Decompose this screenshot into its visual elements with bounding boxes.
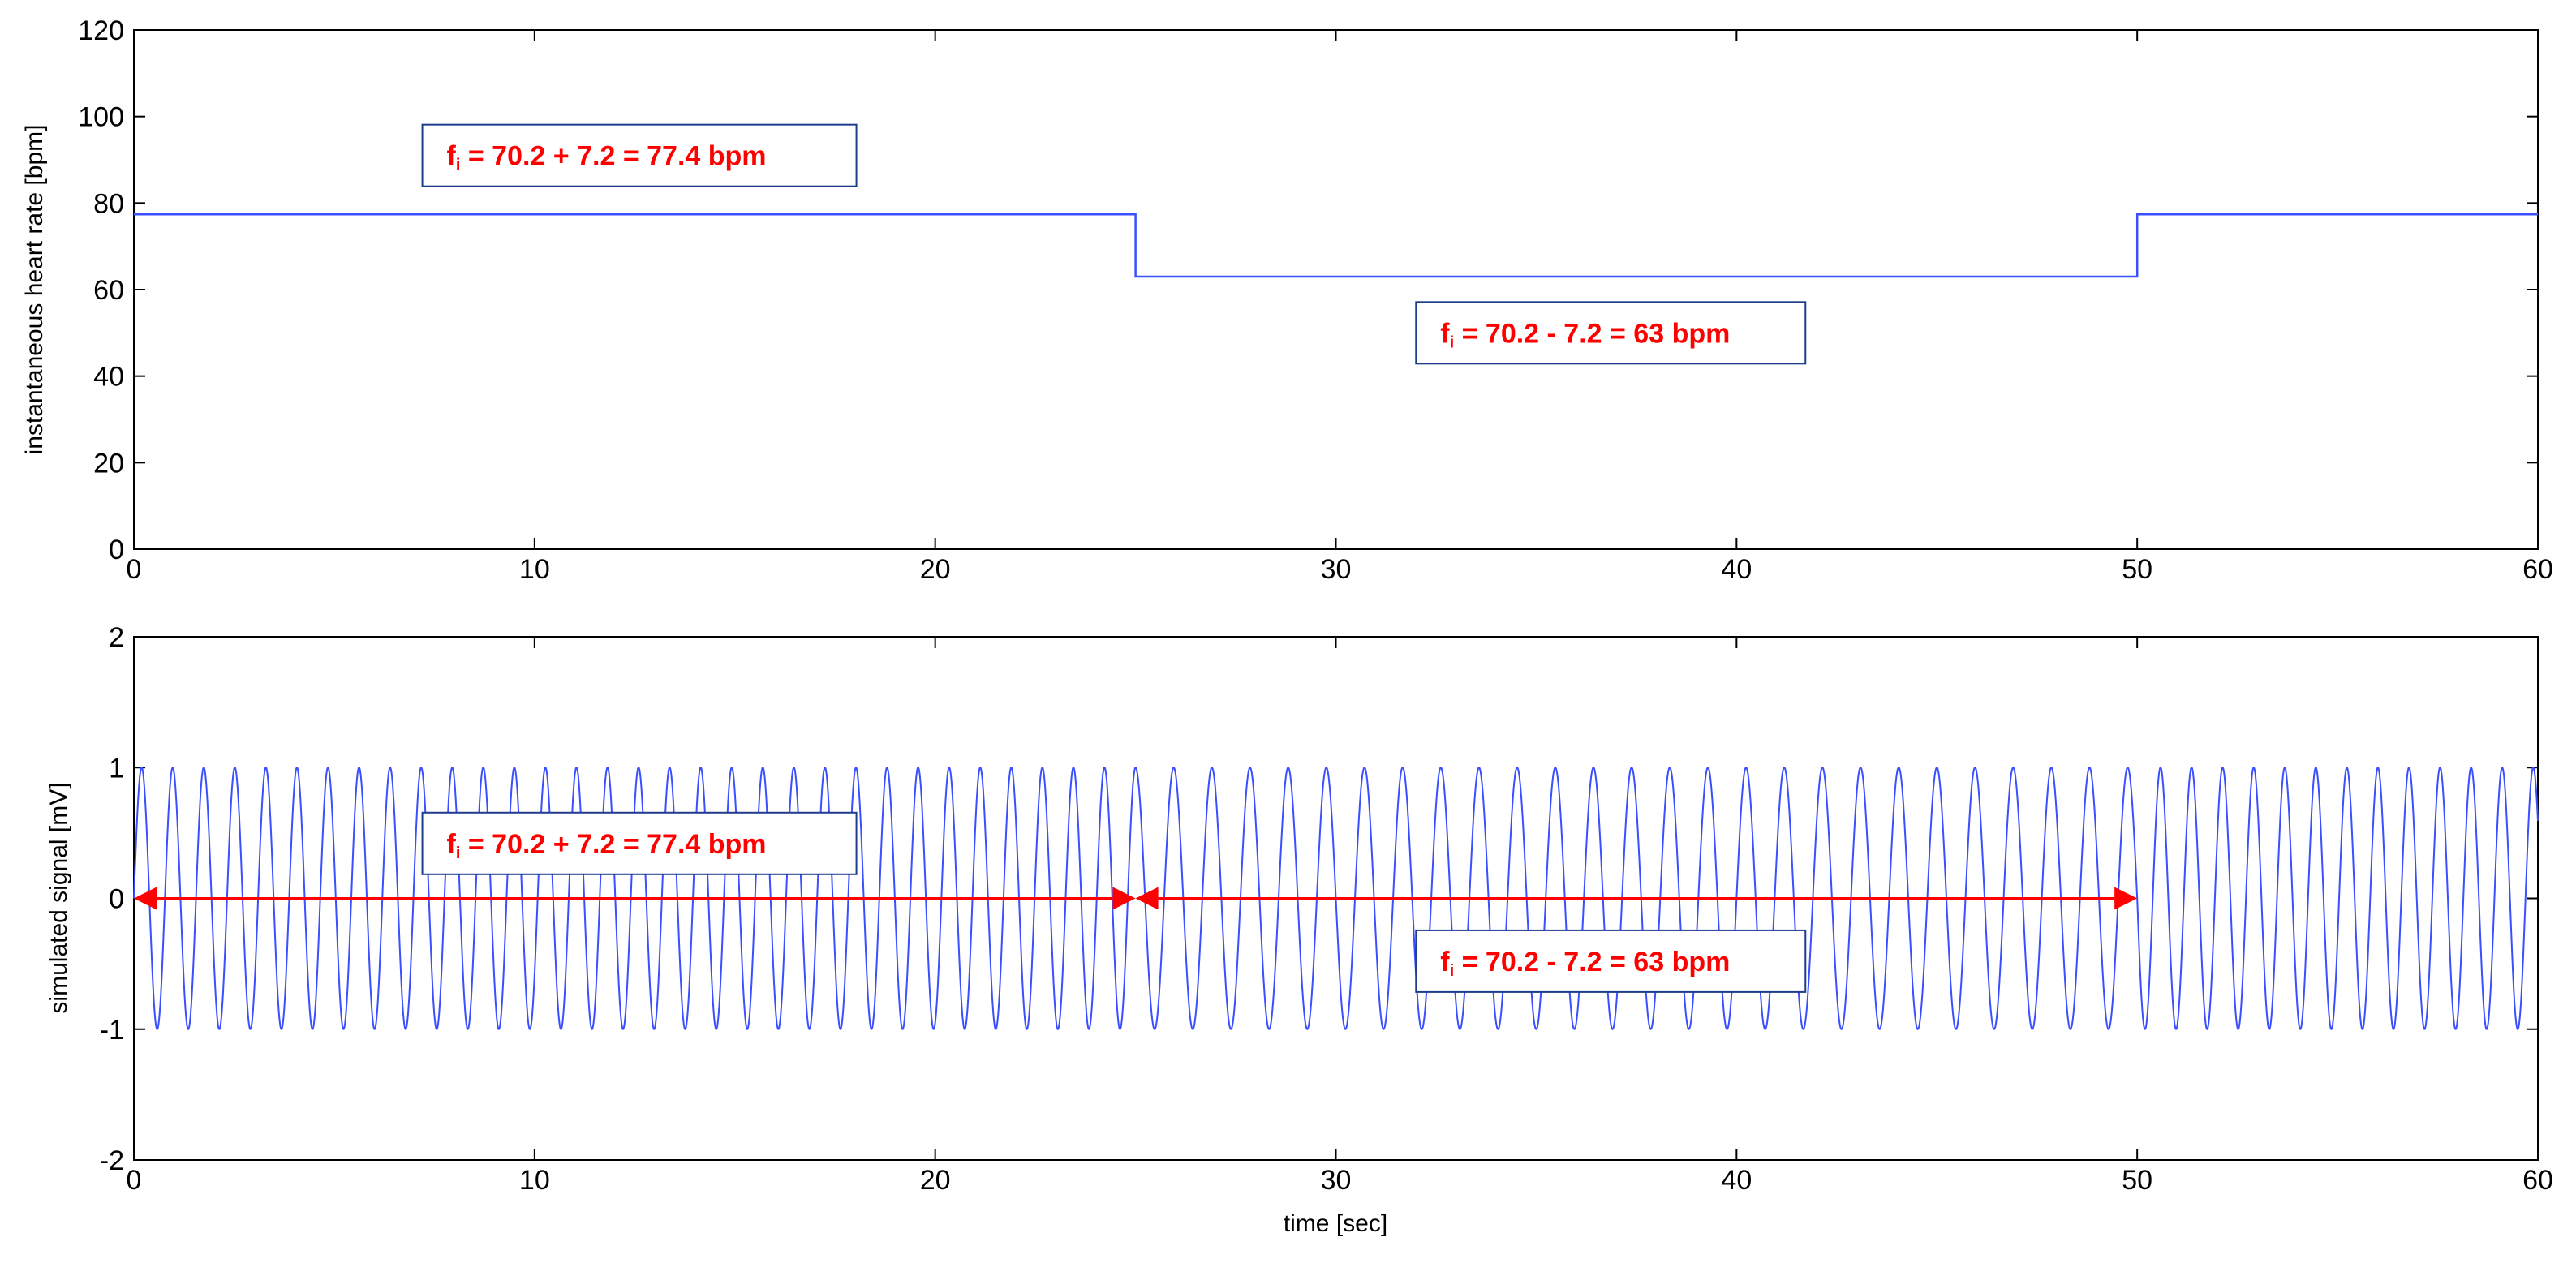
signal-annotation: fi = 70.2 + 7.2 = 77.4 bpm	[421, 811, 858, 875]
signal-annotation-text: fi = 70.2 - 7.2 = 63 bpm	[1440, 947, 1730, 980]
signal-annotation-text: fi = 70.2 + 7.2 = 77.4 bpm	[447, 829, 767, 862]
signal-arrow-head-right	[2114, 887, 2138, 910]
heart-rate-annotation: fi = 70.2 - 7.2 = 63 bpm	[1415, 301, 1807, 365]
signal-y-tick-label: 2	[109, 622, 124, 653]
signal-annotation-box	[1415, 929, 1807, 993]
signal-x-tick-label: 50	[2122, 1165, 2152, 1196]
signal-y-tick-label: 0	[109, 884, 124, 915]
signal-arrows	[134, 887, 2138, 910]
signal-annotation-box	[421, 811, 858, 875]
signal-x-tick-labels: 0 10 20 30 40 50 60	[127, 1165, 2553, 1196]
heart-rate-annotation: fi = 70.2 + 7.2 = 77.4 bpm	[421, 123, 858, 187]
signal-y-tick-labels: -2 -1 0 1 2	[100, 622, 124, 1176]
heart-rate-y-tick-label: 80	[93, 188, 124, 219]
signal-x-tick-label: 0	[127, 1165, 142, 1196]
signal-x-tick-label: 40	[1721, 1165, 1752, 1196]
signal-panel: 0 10 20 30 40 50 60 -2 -1 0 1 2 fi = 70.2 + 7.2 = …	[45, 622, 2553, 1237]
heart-rate-panel: 0 10 20 30 40 50 60 0 20 40 60 80 100 120 fi = 70.2 …	[21, 15, 2553, 585]
heart-rate-x-tick-label: 10	[519, 554, 550, 585]
signal-y-tick-label: -2	[100, 1145, 124, 1176]
heart-rate-annotation-box	[1415, 301, 1807, 365]
heart-rate-y-tick-label: 0	[109, 535, 124, 565]
signal-arrow-head-left	[134, 887, 157, 910]
signal-x-axis-label: time [sec]	[1284, 1210, 1387, 1237]
heart-rate-annotation-text: fi = 70.2 + 7.2 = 77.4 bpm	[447, 141, 767, 174]
heart-rate-y-tick-label: 100	[78, 102, 124, 133]
heart-rate-y-tick-labels: 0 20 40 60 80 100 120	[78, 15, 124, 565]
heart-rate-lines	[134, 213, 2538, 278]
heart-rate-annotation-text: fi = 70.2 - 7.2 = 63 bpm	[1440, 318, 1730, 351]
signal-x-tick-label: 10	[519, 1165, 550, 1196]
signal-annotations: fi = 70.2 + 7.2 = 77.4 bpm fi = 70.2 - 7.…	[421, 811, 1807, 993]
heart-rate-series-line	[134, 213, 2538, 278]
heart-rate-x-tick-label: 60	[2522, 554, 2553, 585]
heart-rate-y-tick-label: 40	[93, 362, 124, 393]
heart-rate-y-tick-label: 60	[93, 275, 124, 306]
signal-x-tick-label: 20	[920, 1165, 951, 1196]
heart-rate-plot-frame	[133, 29, 2539, 550]
heart-rate-annotations: fi = 70.2 + 7.2 = 77.4 bpm fi = 70.2 - 7.…	[421, 123, 1807, 365]
signal-arrow-head-left	[1135, 887, 1159, 910]
heart-rate-ticks	[133, 29, 2539, 550]
heart-rate-y-tick-label: 120	[78, 15, 124, 46]
heart-rate-x-tick-label: 50	[2122, 554, 2152, 585]
signal-annotation: fi = 70.2 - 7.2 = 63 bpm	[1415, 929, 1807, 993]
heart-rate-x-tick-label: 0	[127, 554, 142, 585]
heart-rate-x-tick-label: 20	[920, 554, 951, 585]
heart-rate-annotation-box	[421, 123, 858, 187]
signal-x-tick-label: 60	[2522, 1165, 2553, 1196]
signal-y-axis-label: simulated signal [mV]	[45, 782, 72, 1013]
heart-rate-x-tick-labels: 0 10 20 30 40 50 60	[127, 554, 2553, 585]
signal-arrow-head-right	[1112, 887, 1136, 910]
heart-rate-x-tick-label: 40	[1721, 554, 1752, 585]
heart-rate-x-tick-label: 30	[1321, 554, 1352, 585]
signal-x-tick-label: 30	[1321, 1165, 1352, 1196]
heart-rate-y-axis-label: instantaneous heart rate [bpm]	[21, 125, 48, 455]
heart-rate-y-tick-label: 20	[93, 448, 124, 479]
signal-y-tick-label: -1	[100, 1015, 124, 1046]
signal-y-tick-label: 1	[109, 753, 124, 784]
